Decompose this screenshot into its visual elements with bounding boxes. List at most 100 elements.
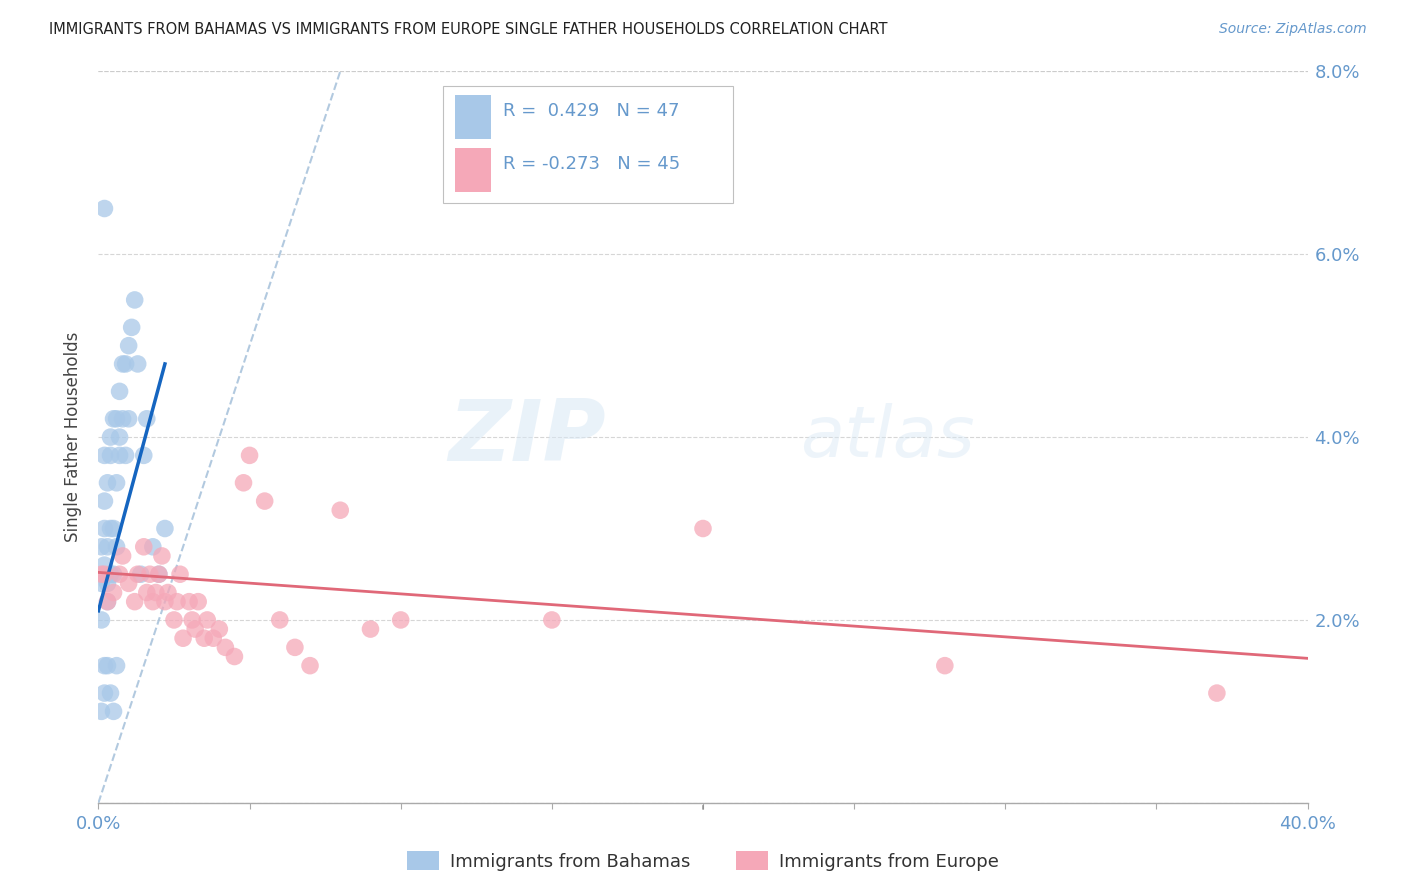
Point — [284, 640, 307, 655]
Point — [389, 613, 412, 627]
Point — [96, 576, 118, 591]
Point — [103, 567, 125, 582]
Point — [111, 412, 134, 426]
Text: atlas: atlas — [800, 402, 974, 472]
Point — [108, 430, 131, 444]
Point — [156, 585, 179, 599]
Point — [90, 705, 112, 719]
Point — [135, 412, 157, 426]
Point — [96, 475, 118, 490]
Bar — [456, 148, 492, 192]
Point — [127, 357, 149, 371]
Point — [148, 567, 170, 582]
Point — [111, 549, 134, 563]
Point — [135, 585, 157, 599]
Point — [150, 549, 173, 563]
Point — [100, 567, 122, 582]
Point — [114, 357, 136, 371]
Point — [253, 494, 276, 508]
Point — [934, 658, 956, 673]
Point — [139, 567, 162, 582]
Point — [132, 449, 155, 463]
Point — [108, 449, 131, 463]
Point — [540, 613, 562, 627]
Point — [214, 640, 236, 655]
Point — [148, 567, 170, 582]
Text: R = -0.273   N = 45: R = -0.273 N = 45 — [503, 155, 681, 173]
Point — [108, 567, 131, 582]
Point — [142, 540, 165, 554]
Point — [299, 658, 322, 673]
Point — [239, 449, 262, 463]
Point — [111, 357, 134, 371]
Point — [127, 567, 149, 582]
Point — [90, 576, 112, 591]
Point — [181, 613, 204, 627]
Point — [1206, 686, 1229, 700]
Point — [100, 430, 122, 444]
Point — [105, 658, 128, 673]
Point — [105, 475, 128, 490]
Point — [108, 384, 131, 399]
Text: Source: ZipAtlas.com: Source: ZipAtlas.com — [1219, 22, 1367, 37]
Point — [118, 576, 141, 591]
Point — [90, 540, 112, 554]
Y-axis label: Single Father Households: Single Father Households — [65, 332, 83, 542]
Point — [169, 567, 191, 582]
Point — [121, 320, 143, 334]
Point — [163, 613, 186, 627]
Point — [93, 686, 115, 700]
Point — [103, 705, 125, 719]
Point — [269, 613, 291, 627]
Point — [142, 594, 165, 608]
Point — [96, 594, 118, 608]
Point — [202, 632, 225, 646]
Point — [105, 412, 128, 426]
Point — [184, 622, 207, 636]
Point — [172, 632, 194, 646]
Point — [124, 293, 146, 307]
Point — [103, 412, 125, 426]
Point — [153, 521, 176, 535]
Point — [93, 521, 115, 535]
Legend: Immigrants from Bahamas, Immigrants from Europe: Immigrants from Bahamas, Immigrants from… — [399, 844, 1007, 878]
Point — [93, 658, 115, 673]
Point — [93, 558, 115, 573]
Point — [93, 449, 115, 463]
Point — [195, 613, 218, 627]
Point — [692, 521, 714, 535]
Text: R =  0.429   N = 47: R = 0.429 N = 47 — [503, 102, 681, 120]
Point — [90, 567, 112, 582]
Point — [105, 540, 128, 554]
Point — [118, 338, 141, 352]
Point — [132, 540, 155, 554]
Bar — [456, 95, 492, 138]
Point — [145, 585, 167, 599]
Point — [103, 585, 125, 599]
Point — [232, 475, 254, 490]
Point — [187, 594, 209, 608]
FancyBboxPatch shape — [443, 86, 734, 203]
Point — [118, 412, 141, 426]
Point — [96, 658, 118, 673]
Point — [124, 594, 146, 608]
Point — [96, 594, 118, 608]
Text: ZIP: ZIP — [449, 395, 606, 479]
Point — [93, 567, 115, 582]
Point — [90, 613, 112, 627]
Point — [208, 622, 231, 636]
Point — [93, 202, 115, 216]
Point — [100, 521, 122, 535]
Point — [129, 567, 152, 582]
Point — [100, 449, 122, 463]
Point — [93, 494, 115, 508]
Point — [103, 521, 125, 535]
Text: IMMIGRANTS FROM BAHAMAS VS IMMIGRANTS FROM EUROPE SINGLE FATHER HOUSEHOLDS CORRE: IMMIGRANTS FROM BAHAMAS VS IMMIGRANTS FR… — [49, 22, 887, 37]
Point — [224, 649, 246, 664]
Point — [153, 594, 176, 608]
Point — [193, 632, 215, 646]
Point — [96, 540, 118, 554]
Point — [329, 503, 352, 517]
Point — [360, 622, 382, 636]
Point — [179, 594, 201, 608]
